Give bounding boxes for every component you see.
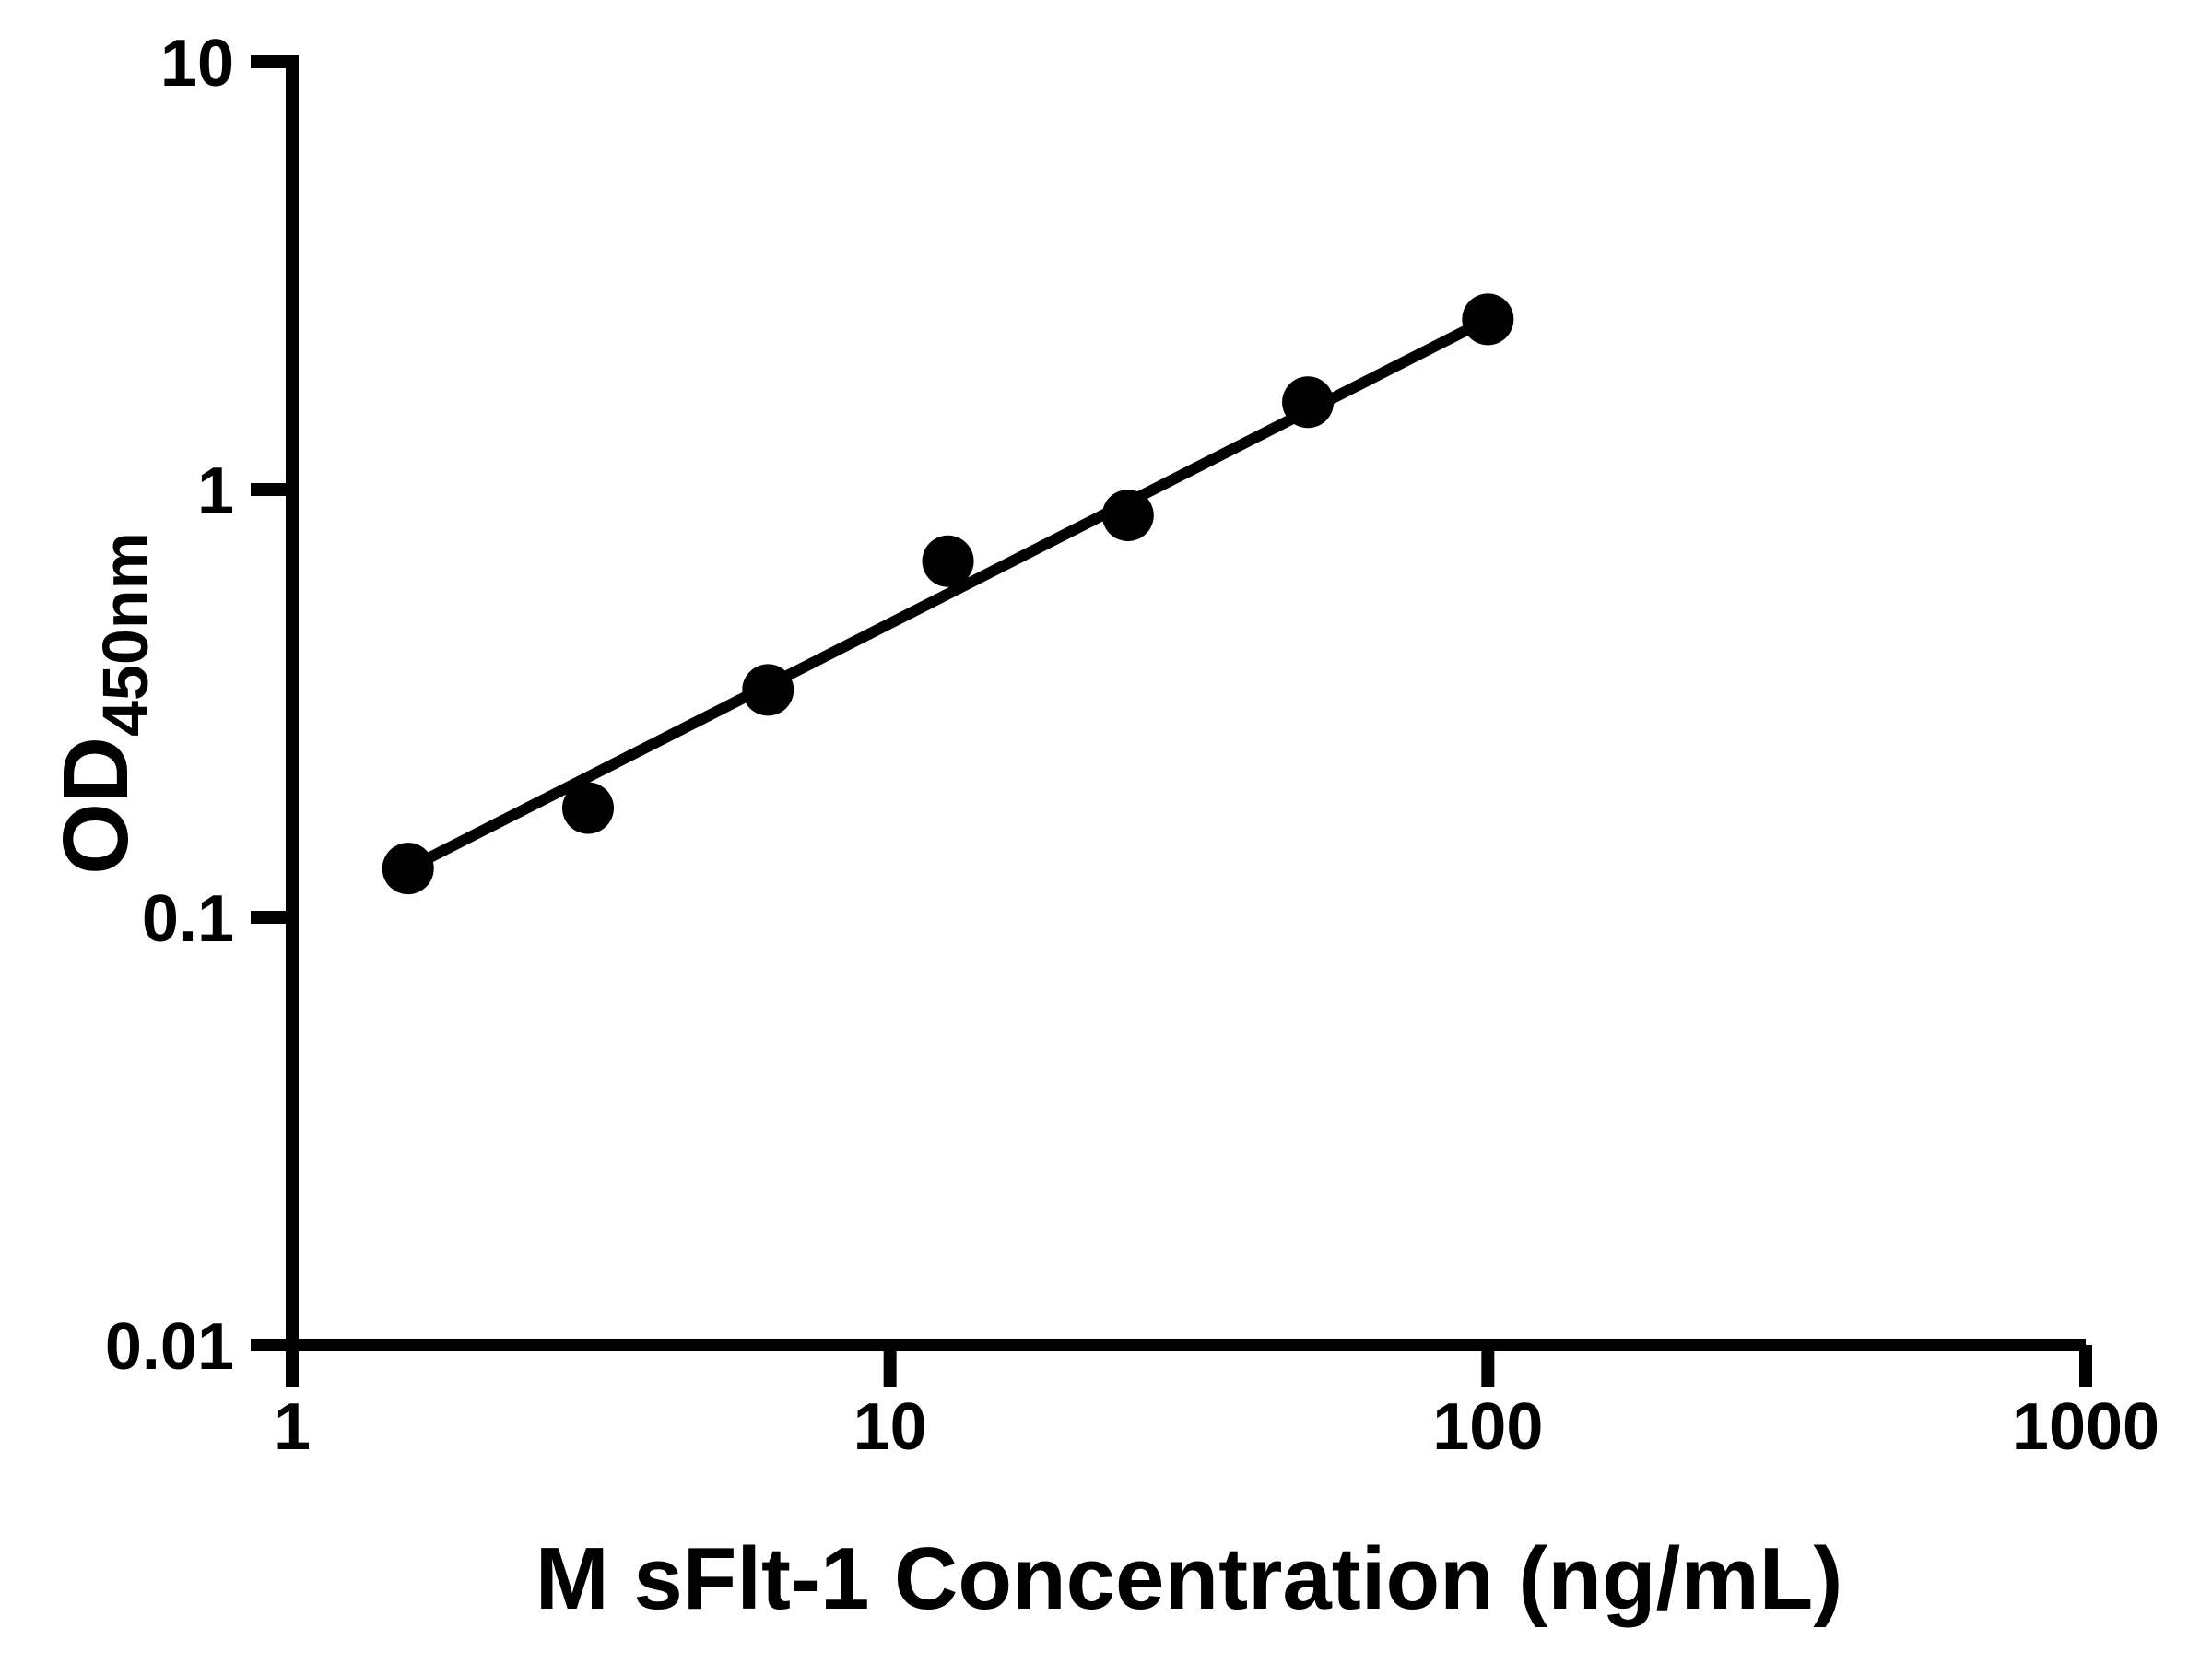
- x-axis-title: M sFlt-1 Concentration (ng/mL): [535, 1529, 1843, 1628]
- data-point: [561, 782, 614, 834]
- y-tick-label: 0.01: [105, 1310, 234, 1384]
- y-axis-title-main: OD: [44, 737, 147, 875]
- x-tick-label: 1000: [2012, 1390, 2159, 1464]
- y-tick-label: 1: [197, 454, 234, 528]
- y-tick-label: 0.1: [142, 882, 234, 956]
- x-tick-label: 10: [853, 1390, 927, 1464]
- x-tick-label: 100: [1432, 1390, 1543, 1464]
- data-point: [1101, 490, 1154, 542]
- y-tick-label: 10: [160, 27, 234, 100]
- data-point: [382, 843, 434, 895]
- y-axis-title-subscript: 450nm: [89, 532, 161, 737]
- data-point: [922, 535, 974, 587]
- data-point: [1462, 293, 1514, 346]
- y-axis-title: OD450nm: [44, 532, 161, 875]
- data-point: [1282, 376, 1335, 429]
- x-tick-label: 1: [274, 1390, 311, 1464]
- data-point: [742, 664, 794, 716]
